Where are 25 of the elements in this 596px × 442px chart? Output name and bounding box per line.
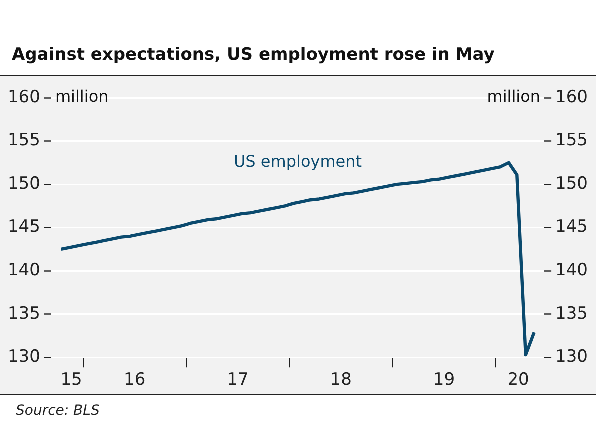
x-tick-label: 18 [330,370,352,390]
y2-tick-label: 135 [556,304,588,324]
y2-tick-label: 140 [556,260,588,280]
y2-tick-label: 130 [556,347,588,368]
y-tick-label: 140 [8,260,40,280]
y-tick-label: 160 [8,87,40,108]
y-tick-label: 150 [8,174,40,194]
chart-title: Against expectations, US employment rose in May [0,0,596,76]
x-tick-label: 15 [60,370,82,390]
y2-axis-title: million [487,87,541,106]
y-axis-title: million [55,87,109,106]
y-tick-label: 145 [8,217,40,238]
x-tick-label: 17 [227,370,249,390]
source-note: Source: BLS [16,403,101,419]
y2-tick-label: 155 [556,130,588,151]
y-tick-label: 135 [8,304,40,324]
x-tick-label: 20 [508,370,530,390]
x-tick-label: 16 [124,370,146,390]
y2-tick-label: 145 [556,217,588,238]
y-tick-label: 130 [8,347,40,368]
y2-tick-label: 160 [556,87,588,108]
x-tick-label: 19 [433,370,456,390]
series-label: US employment [234,152,362,172]
y-tick-label: 155 [8,130,40,151]
y2-tick-label: 150 [556,174,588,194]
